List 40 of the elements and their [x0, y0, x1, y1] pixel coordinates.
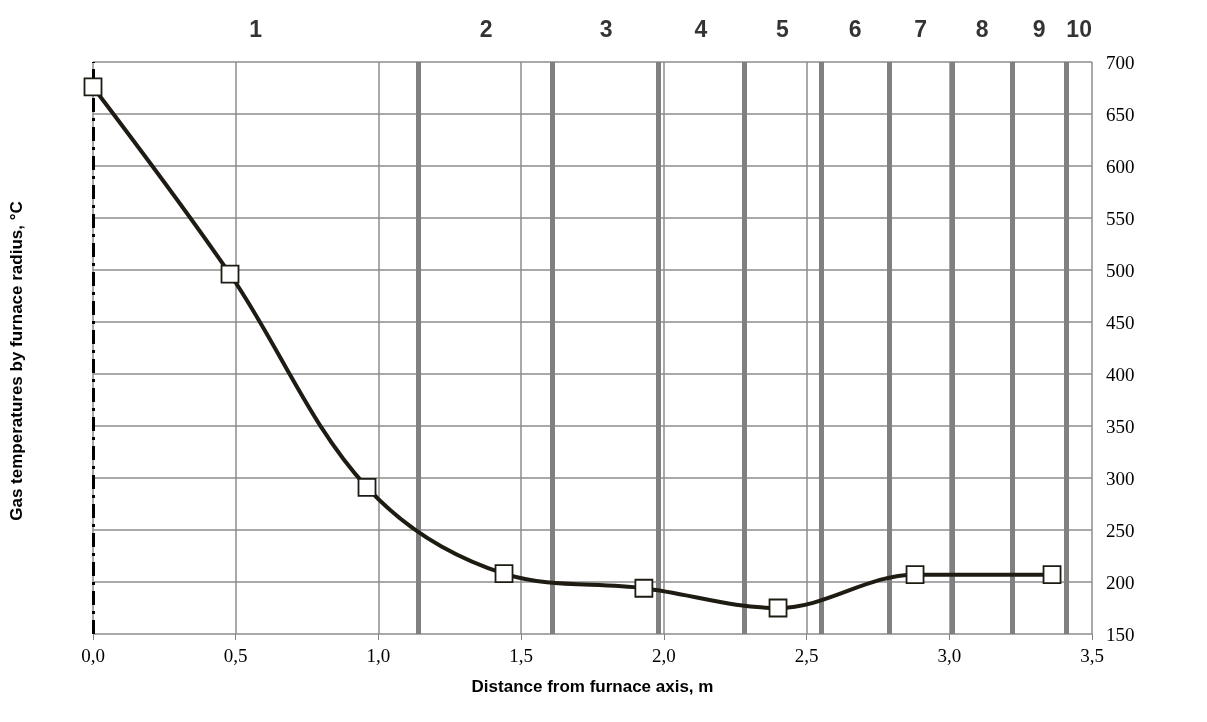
y-tick-label: 600 — [1106, 155, 1135, 177]
x-tick-label: 3,0 — [937, 645, 962, 666]
text: 2 — [479, 15, 493, 42]
text: 4 — [694, 15, 708, 42]
y-tick-label: 300 — [1106, 467, 1135, 489]
y-tick-label: 700 — [1106, 51, 1135, 73]
y-tick-label: 150 — [1106, 623, 1135, 645]
point — [83, 77, 103, 97]
text: 5 — [775, 15, 789, 42]
x-tick-label: 2,0 — [651, 645, 676, 666]
point — [768, 598, 788, 618]
y-axis-title: Gas temperatures by furnace radius, °C — [7, 201, 26, 521]
point — [905, 565, 925, 585]
y-tick-label: 650 — [1106, 103, 1135, 125]
x-axis-title: Distance from furnace axis, m — [471, 677, 714, 696]
y-tick-label: 400 — [1106, 363, 1135, 385]
x-tick-label: 1,5 — [509, 645, 534, 666]
point — [220, 264, 240, 284]
x-tick-label: 3,5 — [1080, 645, 1104, 666]
point — [357, 477, 377, 497]
text: 1 — [249, 15, 263, 42]
y-tick-label: 450 — [1106, 311, 1135, 333]
point — [634, 578, 654, 598]
x-tick-label: 1,0 — [366, 645, 391, 666]
text: 7 — [914, 15, 928, 42]
y-tick-label: 250 — [1106, 519, 1135, 541]
x-tick-label: 2,5 — [794, 645, 819, 666]
text: 6 — [848, 15, 862, 42]
y-tick-label: 200 — [1106, 571, 1135, 593]
point — [494, 564, 514, 584]
x-tick-label: 0,0 — [81, 645, 105, 666]
y-tick-label: 550 — [1106, 207, 1135, 229]
text: 10 — [1066, 15, 1092, 42]
text: 8 — [975, 15, 989, 42]
text: 3 — [599, 15, 613, 42]
x-tick-label: 0,5 — [223, 645, 248, 666]
y-tick-label: 500 — [1106, 259, 1135, 281]
y-tick-label: 350 — [1106, 415, 1135, 437]
point — [1042, 565, 1062, 585]
text: 9 — [1032, 15, 1046, 42]
